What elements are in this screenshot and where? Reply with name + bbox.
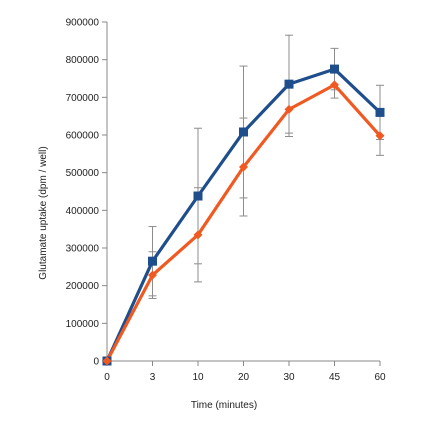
y-axis-title: Glutamate uptake (dpm / well) (38, 146, 49, 279)
data-point-diamond (148, 270, 157, 280)
data-markers (102, 64, 385, 366)
x-tick-label: 10 (192, 372, 204, 383)
x-tick-label: 60 (374, 372, 386, 383)
y-tick-label: 500000 (66, 168, 100, 179)
data-point-diamond (330, 80, 339, 90)
y-tick-label: 800000 (66, 55, 100, 66)
data-point-diamond (239, 162, 248, 172)
x-tick-label: 30 (283, 372, 295, 383)
data-point-diamond (193, 230, 203, 240)
data-point-diamond (102, 356, 112, 366)
data-point-diamond (284, 104, 294, 114)
x-axis-ticks: 0 3 10 20 30 45 60 (104, 361, 386, 383)
data-point-square (193, 191, 203, 201)
x-tick-label: 0 (104, 372, 110, 383)
y-tick-label: 700000 (66, 93, 100, 104)
data-point-square (375, 107, 385, 117)
y-tick-label: 400000 (66, 206, 100, 217)
y-tick-label: 100000 (66, 319, 100, 330)
y-tick-label: 300000 (66, 244, 100, 255)
x-axis-title: Time (minutes) (191, 400, 257, 411)
data-point-square (148, 256, 157, 266)
data-point-square (330, 64, 339, 74)
error-bars (148, 34, 384, 299)
data-point-diamond (375, 131, 385, 141)
y-tick-label: 900000 (66, 18, 100, 29)
y-tick-label: 600000 (66, 131, 100, 142)
x-tick-label: 3 (150, 372, 156, 383)
data-point-square (239, 127, 248, 137)
y-axis-ticks: 0 100000 200000 300000 400000 500000 600000 700… (66, 18, 107, 368)
y-tick-label: 0 (93, 357, 99, 368)
x-tick-label: 45 (329, 372, 341, 383)
data-point-square (284, 79, 294, 89)
x-tick-label: 20 (238, 372, 250, 383)
y-tick-label: 200000 (66, 281, 100, 292)
